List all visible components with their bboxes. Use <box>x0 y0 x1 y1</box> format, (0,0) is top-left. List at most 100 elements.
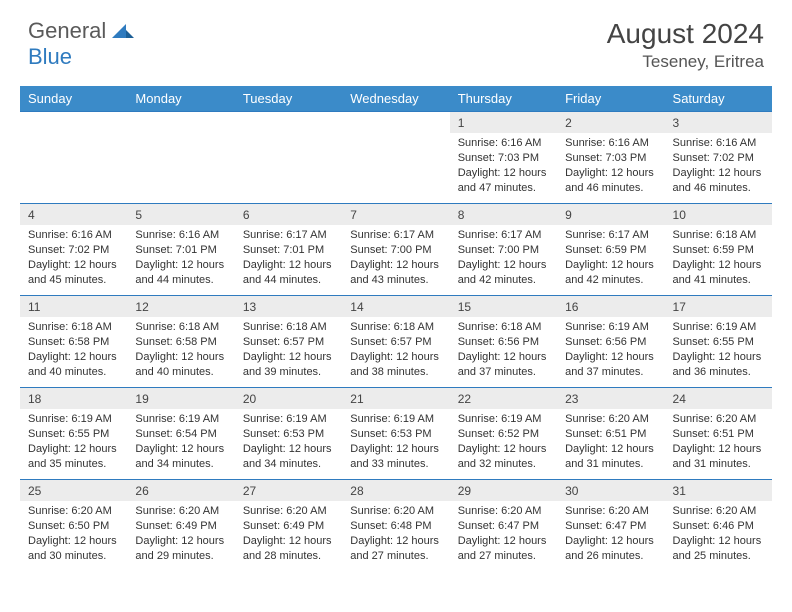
calendar-cell: 13Sunrise: 6:18 AMSunset: 6:57 PMDayligh… <box>235 296 342 388</box>
daylight-text: Daylight: 12 hours and 34 minutes. <box>135 442 226 472</box>
calendar-row: 11Sunrise: 6:18 AMSunset: 6:58 PMDayligh… <box>20 296 772 388</box>
day-number: 6 <box>235 204 342 225</box>
calendar-cell <box>20 112 127 204</box>
day-number: 22 <box>450 388 557 409</box>
daylight-text: Daylight: 12 hours and 42 minutes. <box>565 258 656 288</box>
calendar-cell: 21Sunrise: 6:19 AMSunset: 6:53 PMDayligh… <box>342 388 449 480</box>
sunrise-text: Sunrise: 6:20 AM <box>565 412 656 427</box>
sunset-text: Sunset: 7:02 PM <box>673 151 764 166</box>
daylight-text: Daylight: 12 hours and 34 minutes. <box>243 442 334 472</box>
cell-body: Sunrise: 6:18 AMSunset: 6:59 PMDaylight:… <box>665 225 772 293</box>
daylight-text: Daylight: 12 hours and 44 minutes. <box>135 258 226 288</box>
cell-body: Sunrise: 6:17 AMSunset: 7:01 PMDaylight:… <box>235 225 342 293</box>
brand-part2: Blue <box>28 44 72 69</box>
day-number: 30 <box>557 480 664 501</box>
sunset-text: Sunset: 6:56 PM <box>458 335 549 350</box>
day-number: 15 <box>450 296 557 317</box>
sunrise-text: Sunrise: 6:20 AM <box>565 504 656 519</box>
sunrise-text: Sunrise: 6:18 AM <box>28 320 119 335</box>
day-number <box>20 112 127 130</box>
cell-body: Sunrise: 6:19 AMSunset: 6:53 PMDaylight:… <box>235 409 342 477</box>
sunrise-text: Sunrise: 6:17 AM <box>243 228 334 243</box>
sunset-text: Sunset: 6:55 PM <box>673 335 764 350</box>
cell-body: Sunrise: 6:20 AMSunset: 6:51 PMDaylight:… <box>665 409 772 477</box>
sunset-text: Sunset: 6:46 PM <box>673 519 764 534</box>
location-label: Teseney, Eritrea <box>607 52 764 72</box>
sunrise-text: Sunrise: 6:19 AM <box>458 412 549 427</box>
sunrise-text: Sunrise: 6:20 AM <box>673 412 764 427</box>
sunrise-text: Sunrise: 6:19 AM <box>243 412 334 427</box>
daylight-text: Daylight: 12 hours and 43 minutes. <box>350 258 441 288</box>
cell-body: Sunrise: 6:18 AMSunset: 6:58 PMDaylight:… <box>20 317 127 385</box>
daylight-text: Daylight: 12 hours and 27 minutes. <box>458 534 549 564</box>
calendar-cell: 25Sunrise: 6:20 AMSunset: 6:50 PMDayligh… <box>20 480 127 572</box>
day-header: Tuesday <box>235 86 342 112</box>
cell-body <box>20 130 127 139</box>
sunrise-text: Sunrise: 6:18 AM <box>673 228 764 243</box>
sunset-text: Sunset: 6:58 PM <box>135 335 226 350</box>
sunset-text: Sunset: 6:59 PM <box>673 243 764 258</box>
day-header: Saturday <box>665 86 772 112</box>
sunrise-text: Sunrise: 6:16 AM <box>673 136 764 151</box>
calendar-row: 4Sunrise: 6:16 AMSunset: 7:02 PMDaylight… <box>20 204 772 296</box>
sunset-text: Sunset: 7:01 PM <box>135 243 226 258</box>
day-number: 19 <box>127 388 234 409</box>
day-header: Friday <box>557 86 664 112</box>
day-number: 26 <box>127 480 234 501</box>
calendar-cell <box>342 112 449 204</box>
month-title: August 2024 <box>607 18 764 50</box>
sunrise-text: Sunrise: 6:20 AM <box>135 504 226 519</box>
sunrise-text: Sunrise: 6:18 AM <box>135 320 226 335</box>
cell-body: Sunrise: 6:20 AMSunset: 6:49 PMDaylight:… <box>235 501 342 569</box>
calendar-cell: 7Sunrise: 6:17 AMSunset: 7:00 PMDaylight… <box>342 204 449 296</box>
sunset-text: Sunset: 6:50 PM <box>28 519 119 534</box>
sunrise-text: Sunrise: 6:18 AM <box>243 320 334 335</box>
day-header: Monday <box>127 86 234 112</box>
page-header: General August 2024 Teseney, Eritrea <box>0 0 792 80</box>
cell-body: Sunrise: 6:16 AMSunset: 7:02 PMDaylight:… <box>665 133 772 201</box>
calendar-cell: 28Sunrise: 6:20 AMSunset: 6:48 PMDayligh… <box>342 480 449 572</box>
day-number: 21 <box>342 388 449 409</box>
day-number: 2 <box>557 112 664 133</box>
day-number: 23 <box>557 388 664 409</box>
calendar-cell: 10Sunrise: 6:18 AMSunset: 6:59 PMDayligh… <box>665 204 772 296</box>
sunrise-text: Sunrise: 6:20 AM <box>28 504 119 519</box>
cell-body: Sunrise: 6:20 AMSunset: 6:48 PMDaylight:… <box>342 501 449 569</box>
sunset-text: Sunset: 6:57 PM <box>350 335 441 350</box>
day-header: Wednesday <box>342 86 449 112</box>
brand-part1: General <box>28 18 106 44</box>
calendar-cell: 11Sunrise: 6:18 AMSunset: 6:58 PMDayligh… <box>20 296 127 388</box>
sunrise-text: Sunrise: 6:20 AM <box>243 504 334 519</box>
sunset-text: Sunset: 6:48 PM <box>350 519 441 534</box>
calendar-cell: 24Sunrise: 6:20 AMSunset: 6:51 PMDayligh… <box>665 388 772 480</box>
cell-body: Sunrise: 6:18 AMSunset: 6:57 PMDaylight:… <box>342 317 449 385</box>
sunrise-text: Sunrise: 6:17 AM <box>458 228 549 243</box>
daylight-text: Daylight: 12 hours and 42 minutes. <box>458 258 549 288</box>
day-number: 20 <box>235 388 342 409</box>
daylight-text: Daylight: 12 hours and 38 minutes. <box>350 350 441 380</box>
calendar-cell: 12Sunrise: 6:18 AMSunset: 6:58 PMDayligh… <box>127 296 234 388</box>
title-block: August 2024 Teseney, Eritrea <box>607 18 764 72</box>
sunrise-text: Sunrise: 6:20 AM <box>673 504 764 519</box>
day-number: 31 <box>665 480 772 501</box>
sunset-text: Sunset: 7:02 PM <box>28 243 119 258</box>
day-number: 11 <box>20 296 127 317</box>
daylight-text: Daylight: 12 hours and 26 minutes. <box>565 534 656 564</box>
day-number: 17 <box>665 296 772 317</box>
brand-logo: General <box>28 18 136 44</box>
calendar-cell: 15Sunrise: 6:18 AMSunset: 6:56 PMDayligh… <box>450 296 557 388</box>
sunrise-text: Sunrise: 6:20 AM <box>458 504 549 519</box>
calendar-table: Sunday Monday Tuesday Wednesday Thursday… <box>20 86 772 572</box>
calendar-cell: 6Sunrise: 6:17 AMSunset: 7:01 PMDaylight… <box>235 204 342 296</box>
day-number: 28 <box>342 480 449 501</box>
cell-body: Sunrise: 6:17 AMSunset: 7:00 PMDaylight:… <box>450 225 557 293</box>
sunrise-text: Sunrise: 6:17 AM <box>350 228 441 243</box>
sunset-text: Sunset: 6:49 PM <box>135 519 226 534</box>
cell-body: Sunrise: 6:19 AMSunset: 6:55 PMDaylight:… <box>20 409 127 477</box>
brand-triangle-icon <box>112 20 134 43</box>
sunset-text: Sunset: 7:03 PM <box>565 151 656 166</box>
sunrise-text: Sunrise: 6:18 AM <box>458 320 549 335</box>
sunset-text: Sunset: 6:58 PM <box>28 335 119 350</box>
daylight-text: Daylight: 12 hours and 31 minutes. <box>673 442 764 472</box>
day-number: 3 <box>665 112 772 133</box>
